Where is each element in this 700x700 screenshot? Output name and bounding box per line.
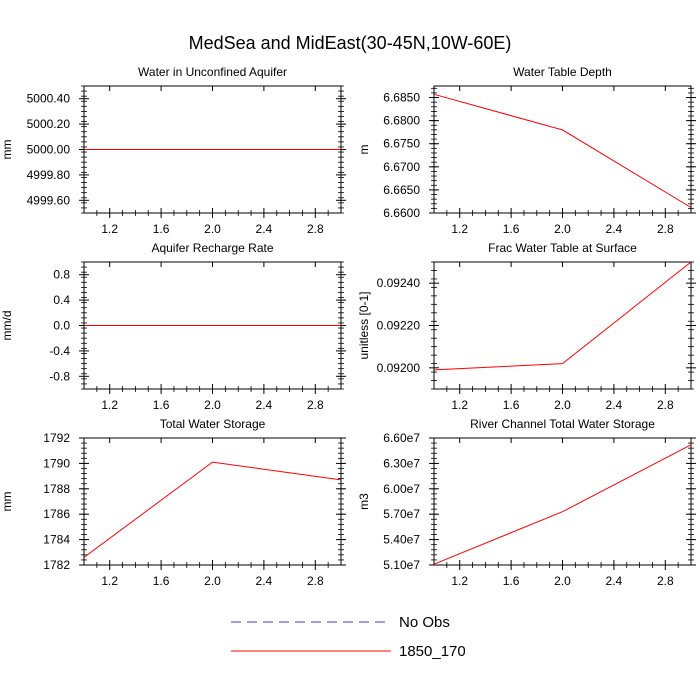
panel-title: Aquifer Recharge Rate [151,241,273,255]
plot-frame [433,437,692,566]
y-tick-label: 5000.00 [27,143,71,157]
x-tick-label: 2.8 [307,222,324,236]
y-tick-label: 0.0 [53,319,70,333]
y-tick-label: 1784 [43,533,70,547]
x-tick-label: 1.6 [503,398,520,412]
x-tick-label: 2.8 [307,398,324,412]
y-tick-label: 5000.20 [27,117,71,131]
legend-label-2: 1850_170 [399,643,466,660]
y-axis-label: m [357,145,371,155]
y-tick-label: 5.40e7 [383,533,420,547]
panel-title: Frac Water Table at Surface [488,241,637,255]
y-tick-label: 6.6850 [383,91,420,105]
y-tick-label: -0.4 [49,344,70,358]
y-axis-label: m3 [357,493,371,510]
x-tick-label: 2.0 [554,398,571,412]
y-tick-label: 1782 [43,558,70,572]
series-line-1850_170 [83,461,342,558]
series-line-1850_170 [433,261,692,371]
y-tick-label: 5000.40 [27,92,71,106]
y-axis-label: mm/d [0,311,14,341]
series-line-1850_170 [433,93,692,208]
y-tick-label: 6.6700 [383,160,420,174]
y-tick-label: -0.8 [49,369,70,383]
plot-frame [433,261,692,390]
y-tick-label: 0.09220 [377,319,421,333]
chart-panel-2: 1.2 1.6 2.0 2.4 2.8 6.6600 6.6650 6.6700 6.6750 6… [357,65,696,236]
x-tick-label: 2.0 [554,222,571,236]
legend-label-1: No Obs [399,614,450,631]
panel-title: Water Table Depth [513,65,612,79]
y-tick-label: 1788 [43,482,70,496]
y-tick-label: 5.10e7 [383,558,420,572]
legend: No Obs 1850_170 [231,614,466,660]
x-tick-label: 1.2 [101,398,118,412]
y-tick-label: 0.09240 [377,276,421,290]
panel-title: River Channel Total Water Storage [470,417,655,431]
y-tick-label: 1792 [43,431,70,445]
y-axis-label: unitless [0-1] [357,291,371,359]
panel-title: Total Water Storage [160,417,266,431]
y-tick-label: 0.09200 [377,361,421,375]
x-tick-label: 2.0 [204,222,221,236]
x-tick-label: 2.4 [606,574,623,588]
x-tick-label: 2.0 [554,574,571,588]
y-tick-label: 0.4 [53,293,70,307]
x-tick-label: 2.8 [657,398,674,412]
chart-panel-4: 1.2 1.6 2.0 2.4 2.8 0.09200 0.09220 0.09240 Frac… [357,241,696,412]
series-line-1850_170 [433,444,692,565]
x-tick-label: 2.0 [204,398,221,412]
panel-title: Water in Unconfined Aquifer [138,65,287,79]
x-tick-label: 2.8 [657,574,674,588]
y-axis-label: mm [0,492,14,512]
y-tick-label: 6.6750 [383,137,420,151]
y-tick-label: 6.6800 [383,114,420,128]
y-tick-label: 6.6600 [383,206,420,220]
chart-panel-1: 1.2 1.6 2.0 2.4 2.8 4999.60 4999.80 5000.00 5000… [0,65,346,236]
x-tick-label: 1.6 [153,222,170,236]
chart-panel-3: 1.2 1.6 2.0 2.4 2.8 -0.8 -0.4 0.0 0.4 0.8 Aquifer … [0,241,346,412]
chart-panel-6: 1.2 1.6 2.0 2.4 2.8 5.10e7 5.40e7 5.70e7 6.00e7 6… [357,417,696,588]
x-tick-label: 1.6 [503,574,520,588]
y-tick-label: 4999.60 [27,193,71,207]
x-tick-label: 2.4 [606,398,623,412]
y-tick-label: 1790 [43,456,70,470]
x-tick-label: 2.4 [606,222,623,236]
x-tick-label: 2.4 [256,574,273,588]
y-tick-label: 5.70e7 [383,507,420,521]
chart-panel-5: 1.2 1.6 2.0 2.4 2.8 1782 1784 1786 1788 1790 1792 T… [0,417,346,588]
figure-title: MedSea and MidEast(30-45N,10W-60E) [188,33,512,53]
x-tick-label: 1.6 [503,222,520,236]
x-tick-label: 2.4 [256,398,273,412]
x-tick-label: 1.6 [153,398,170,412]
x-tick-label: 1.6 [153,574,170,588]
x-tick-label: 1.2 [451,398,468,412]
x-tick-label: 2.8 [657,222,674,236]
x-tick-label: 2.0 [204,574,221,588]
x-tick-label: 1.2 [101,222,118,236]
y-tick-label: 6.60e7 [383,431,420,445]
x-tick-label: 2.8 [307,574,324,588]
y-tick-label: 0.8 [53,268,70,282]
y-tick-label: 4999.80 [27,168,71,182]
y-tick-label: 6.00e7 [383,482,420,496]
x-tick-label: 1.2 [451,222,468,236]
y-tick-label: 6.6650 [383,183,420,197]
y-tick-label: 1786 [43,507,70,521]
plot-frame [83,437,342,566]
x-tick-label: 2.4 [256,222,273,236]
x-tick-label: 1.2 [101,574,118,588]
y-tick-label: 6.30e7 [383,456,420,470]
y-axis-label: mm [0,140,14,160]
x-tick-label: 1.2 [451,574,468,588]
